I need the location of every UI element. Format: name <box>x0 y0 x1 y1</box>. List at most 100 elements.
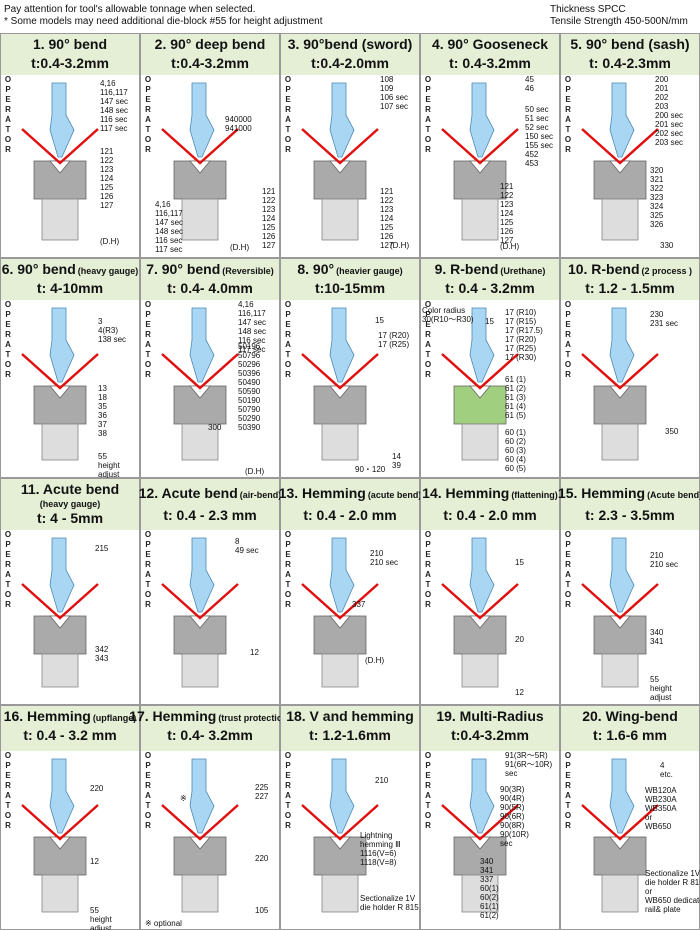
tool-label: ※ optional <box>145 919 182 928</box>
tool-label: 125 <box>500 218 514 227</box>
tool-label: adjust <box>98 470 120 479</box>
cell-title: 20. Wing-bend <box>582 708 678 724</box>
cell-title: 2. 90° deep bend <box>155 36 266 52</box>
tool-label: 123 <box>380 205 394 214</box>
tool-label: 60 (1) <box>505 428 526 437</box>
die-groove <box>49 836 71 850</box>
cell-thickness: t:0.4-2.0mm <box>311 55 389 71</box>
tool-label: 148 sec <box>155 227 183 236</box>
tool-label: Sectionalize 1V <box>360 894 416 903</box>
tool-label: 30(R10〜R30) <box>422 315 474 324</box>
cell-title: 7. 90° bend (Reversible) <box>146 261 274 277</box>
tool-label: 107 sec <box>380 102 408 111</box>
tool-label: 50590 <box>238 387 261 396</box>
punch <box>189 758 215 834</box>
header-spec: Tensile Strength 450-500N/mm <box>550 16 688 27</box>
workpiece <box>161 353 239 390</box>
tool-label: 452 <box>525 150 539 159</box>
die-holder <box>181 423 219 461</box>
operator-label: OPERATOR <box>284 530 293 610</box>
tool-label: 322 <box>650 184 664 193</box>
workpiece <box>301 583 379 620</box>
tool-label: 15 <box>515 558 524 567</box>
tool-label: 91(6R〜10R) <box>505 760 552 769</box>
tool-label: 123 <box>500 200 514 209</box>
tool-label: 36 <box>98 411 107 420</box>
header-note: Pay attention for tool's allowable tonna… <box>4 4 256 15</box>
operator-label: OPERATOR <box>144 300 153 380</box>
tool-label: 52 sec <box>525 123 549 132</box>
die-groove <box>609 160 631 174</box>
tool-label: or <box>645 887 652 896</box>
tool-label: 941000 <box>225 124 252 133</box>
punch <box>49 82 75 158</box>
tool-label: 147 sec <box>238 318 266 327</box>
tool-label: 121 <box>380 187 394 196</box>
die-groove <box>189 615 211 629</box>
operator-label: OPERATOR <box>564 300 573 380</box>
tool-label: 4,16 <box>100 79 116 88</box>
tool-label: 940000 <box>225 115 252 124</box>
cell-title-text: 2. 90° deep bend <box>155 36 266 52</box>
tool-label: 210 <box>375 776 389 785</box>
tool-label: Sectionalize 1V <box>645 869 700 878</box>
punch <box>469 82 495 158</box>
workpiece <box>21 583 99 620</box>
punch <box>469 307 495 383</box>
cell-note: (Acute bend) <box>647 490 700 500</box>
tool-label: 203 <box>655 102 669 111</box>
tool-label: 61 (2) <box>505 384 526 393</box>
punch <box>329 307 355 383</box>
cell-title: 3. 90°bend (sword) <box>288 36 413 52</box>
tool-label: 210 <box>370 549 384 558</box>
tool-label: 215 <box>95 544 109 553</box>
tool-label: 148 sec <box>238 327 266 336</box>
tool-label: 121 <box>100 147 114 156</box>
tool-label: 61 (4) <box>505 402 526 411</box>
operator-label: OPERATOR <box>4 75 13 155</box>
workpiece <box>301 804 379 841</box>
tool-label: 17 (R25) <box>505 344 536 353</box>
cell-note: (2 process ) <box>642 266 693 276</box>
cell-header <box>141 479 279 530</box>
cell-thickness: t: 2.3 - 3.5mm <box>585 507 674 523</box>
cell-header <box>1 479 139 530</box>
cell-title-text: 17. Hemming <box>129 708 216 724</box>
operator-label: OPERATOR <box>424 751 433 831</box>
die-holder <box>601 423 639 461</box>
tool-label: 148 sec <box>100 106 128 115</box>
workpiece <box>441 804 519 841</box>
tool-label: 127 <box>262 241 276 250</box>
operator-label: OPERATOR <box>284 75 293 155</box>
tool-label: die holder R 815 <box>645 878 700 887</box>
cell-thickness: t: 0.4-2.3mm <box>589 55 671 71</box>
cell-title-text: 1. 90° bend <box>33 36 107 52</box>
tool-label: WB650 <box>645 822 672 831</box>
tool-label: 4,16 <box>238 300 254 309</box>
tool-label: 17 (R15) <box>505 317 536 326</box>
tool-label: 14 <box>392 452 401 461</box>
cell-title-text: 4. 90° Gooseneck <box>432 36 548 52</box>
cell-header <box>561 706 699 751</box>
cell-title-text: 14. Hemming <box>422 485 509 501</box>
punch <box>49 758 75 834</box>
die-holder <box>461 423 499 461</box>
cell-header <box>141 34 279 75</box>
tool-label: 337 <box>480 875 494 884</box>
tool-label: 323 <box>650 193 664 202</box>
die-groove <box>329 836 351 850</box>
tool-label: WB230A <box>645 795 677 804</box>
cell-note: (trust protection) <box>218 713 291 723</box>
cell-note: (acute bend) <box>368 490 422 500</box>
die-holder <box>321 653 359 688</box>
workpiece <box>441 353 519 390</box>
cell-header <box>421 34 559 75</box>
cell-title: 13. Hemming (acute bend) <box>279 485 422 501</box>
tool-label: 227 <box>255 792 269 801</box>
punch <box>609 82 635 158</box>
tool-label: 12 <box>250 648 259 657</box>
operator-label: OPERATOR <box>564 751 573 831</box>
die-groove <box>49 160 71 174</box>
cell-header <box>141 259 279 300</box>
